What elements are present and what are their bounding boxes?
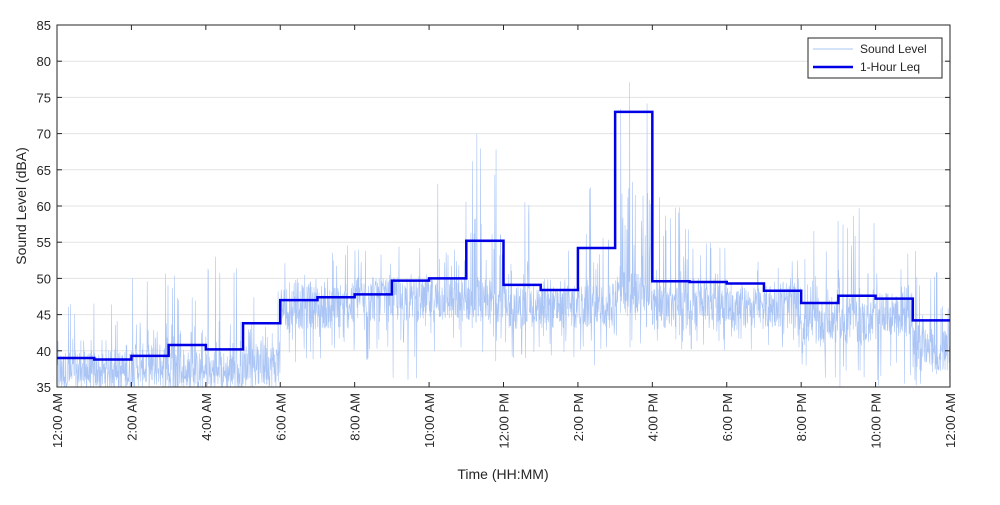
sound-level-line: [56, 82, 951, 388]
x-tick-label: 2:00 AM: [124, 393, 139, 441]
y-axis-title: Sound Level (dBA): [13, 147, 29, 265]
y-tick-label: 65: [37, 163, 51, 178]
x-tick-label: 10:00 AM: [422, 393, 437, 448]
x-tick-label: 6:00 AM: [273, 393, 288, 441]
x-tick-label: 4:00 AM: [199, 393, 214, 441]
x-tick-label: 12:00 AM: [943, 393, 958, 448]
x-tick-label: 6:00 PM: [720, 393, 735, 441]
legend: Sound Level 1-Hour Leq: [807, 37, 943, 79]
x-tick-label: 4:00 PM: [645, 393, 660, 441]
legend-label-leq: 1-Hour Leq: [860, 60, 920, 74]
y-tick-label: 45: [37, 308, 51, 323]
legend-box: [807, 37, 943, 79]
y-tick-label: 70: [37, 127, 51, 142]
x-tick-label: 12:00 AM: [50, 393, 65, 448]
y-tick-label: 80: [37, 54, 51, 69]
x-tick-label: 8:00 PM: [794, 393, 809, 441]
y-tick-label: 60: [37, 199, 51, 214]
y-tick-label: 75: [37, 90, 51, 105]
y-tick-label: 55: [37, 235, 51, 250]
x-axis: 12:00 AM 2:00 AM 4:00 AM 6:00 AM 8:00 AM 10:0…: [50, 25, 958, 449]
legend-label-sound-level: Sound Level: [860, 42, 927, 56]
y-axis: 35 40 45 50 55 60 65 70 75 80 85: [37, 18, 950, 395]
x-axis-title: Time (HH:MM): [457, 466, 548, 482]
y-tick-label: 85: [37, 18, 51, 33]
x-tick-label: 2:00 PM: [571, 393, 586, 441]
y-tick-label: 35: [37, 380, 51, 395]
x-tick-label: 10:00 PM: [869, 393, 884, 449]
sound-level-series: [56, 82, 951, 388]
leq-step-line: [57, 110, 950, 361]
x-tick-label: 12:00 PM: [497, 393, 512, 449]
y-tick-label: 40: [37, 344, 51, 359]
leq-series: [57, 110, 950, 361]
y-tick-label: 50: [37, 271, 51, 286]
x-tick-label: 8:00 AM: [348, 393, 363, 441]
